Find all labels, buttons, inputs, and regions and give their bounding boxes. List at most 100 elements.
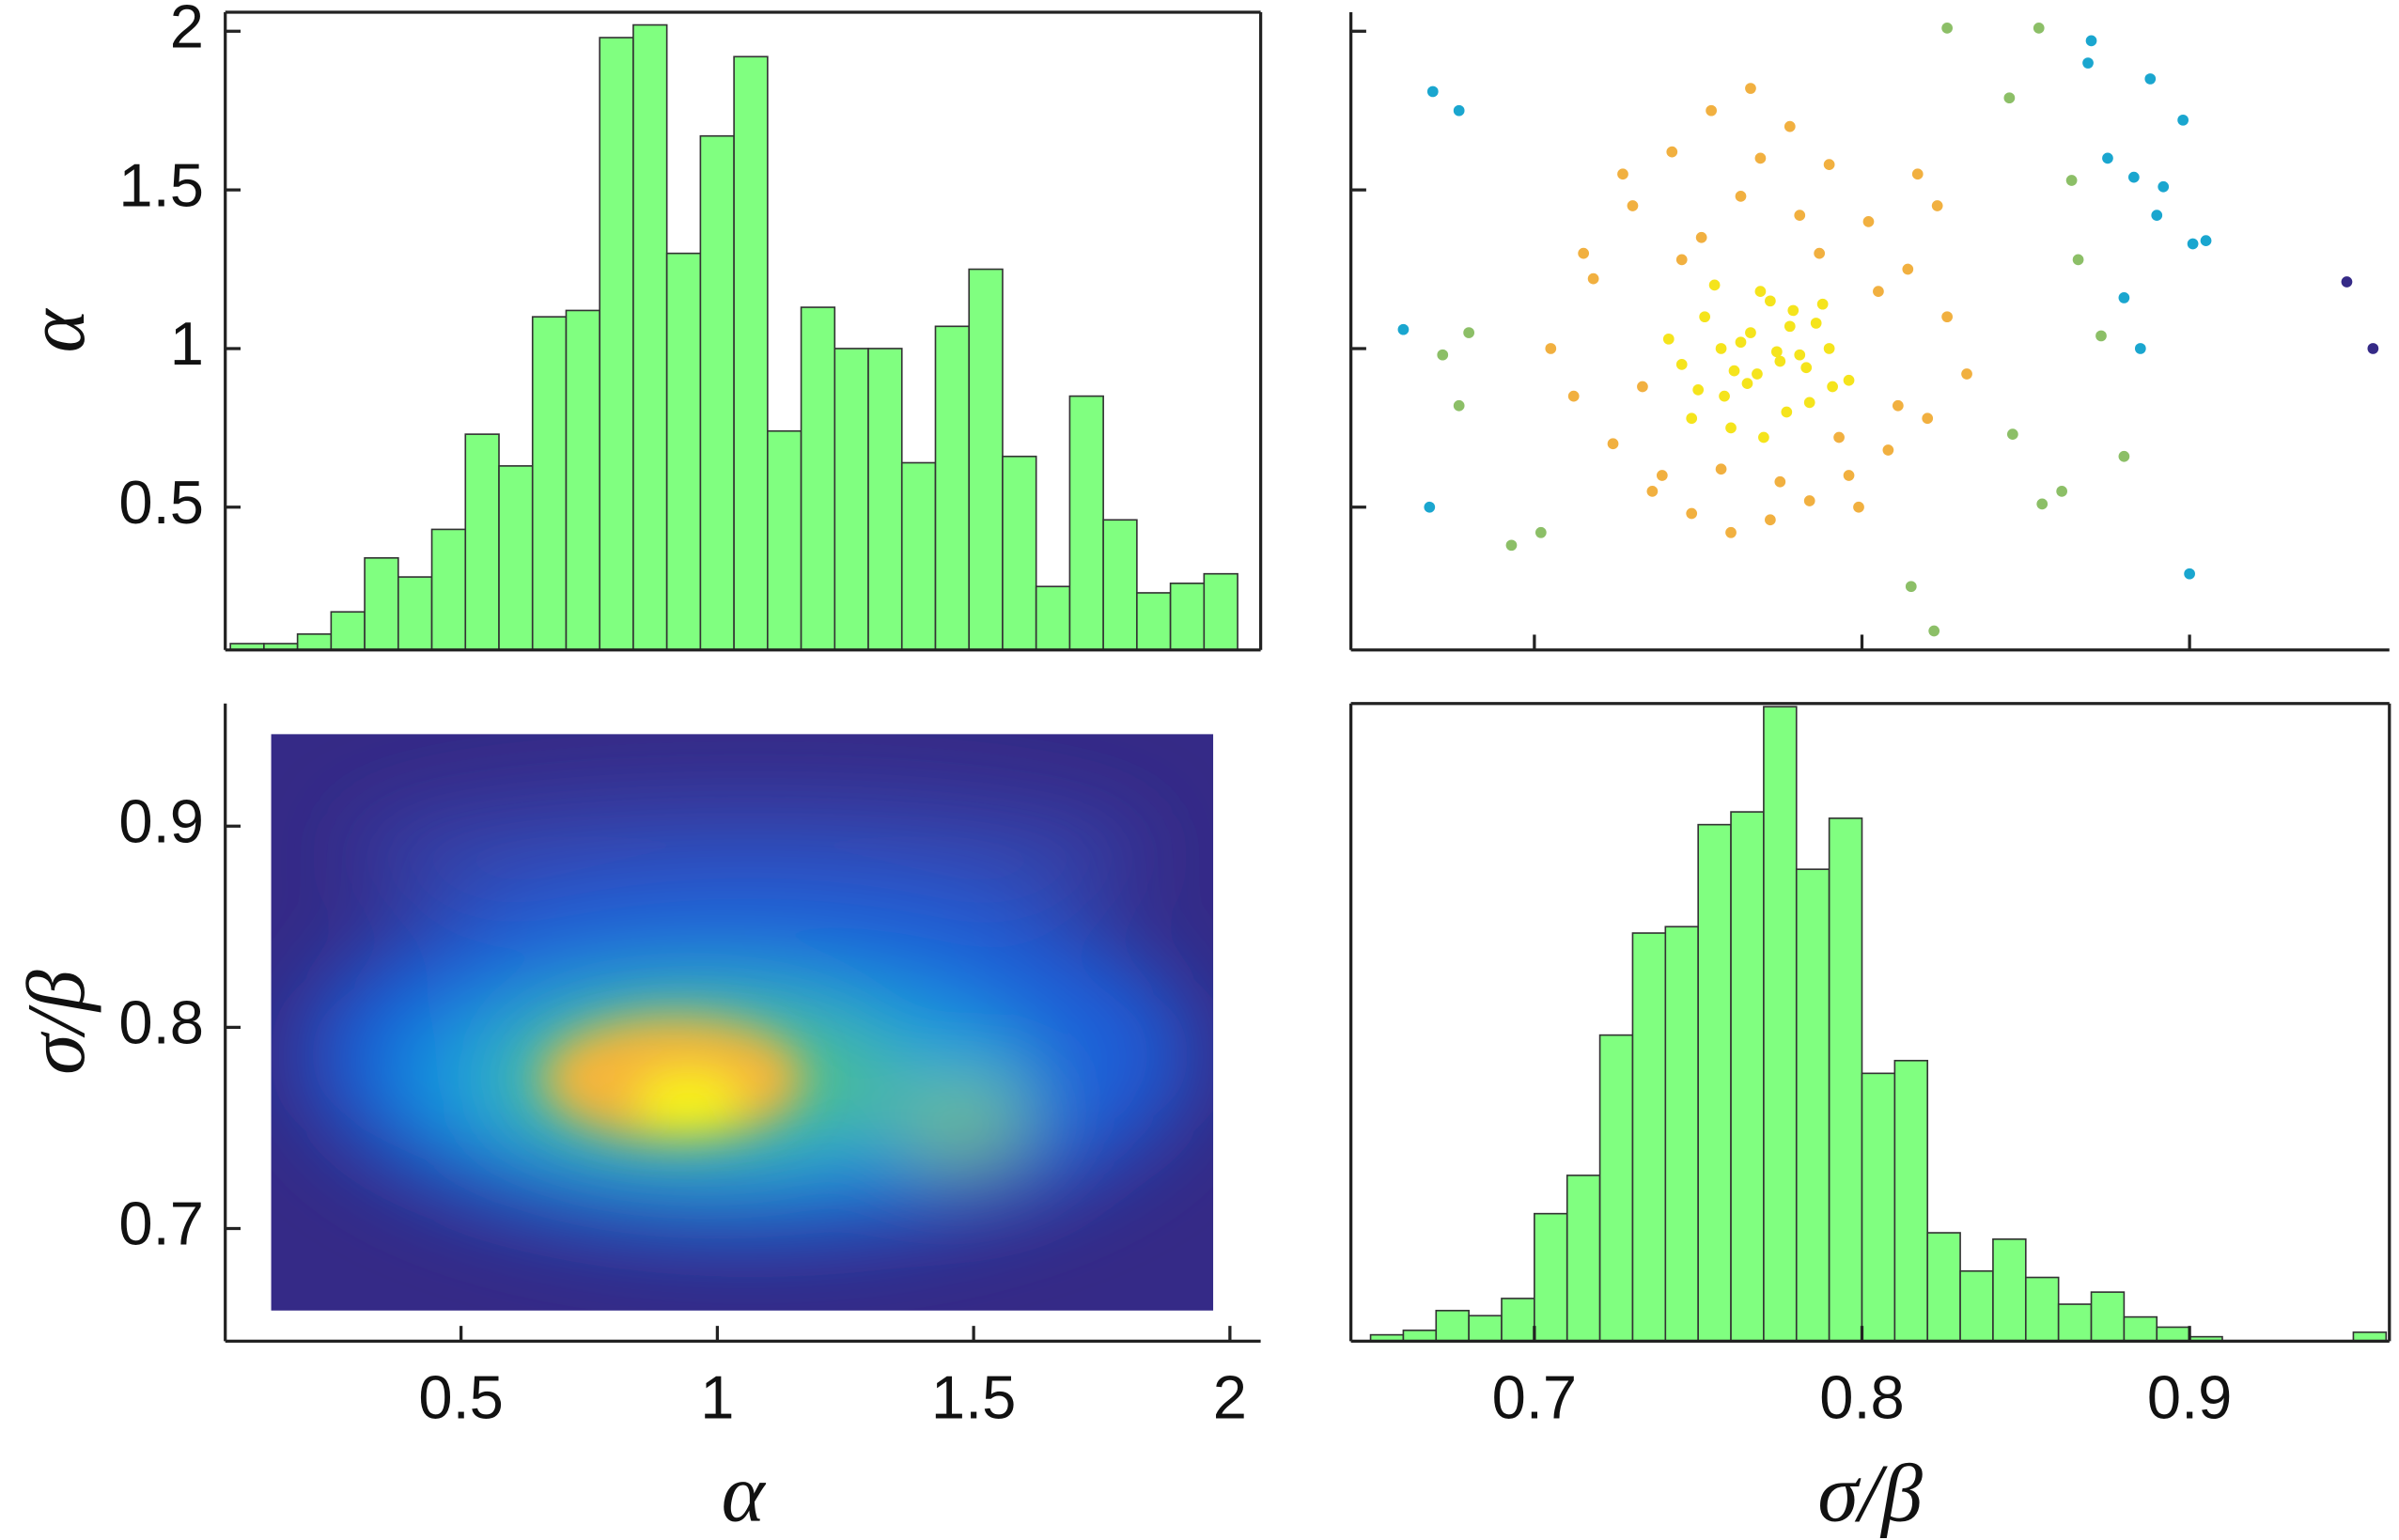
point bbox=[1692, 383, 1705, 396]
point bbox=[1617, 168, 1628, 180]
point bbox=[1627, 200, 1639, 211]
bar bbox=[1068, 395, 1104, 651]
point bbox=[1862, 216, 1875, 227]
point bbox=[2006, 428, 2018, 440]
bar bbox=[330, 611, 366, 651]
point bbox=[1463, 327, 1474, 338]
bar bbox=[934, 325, 971, 651]
y-tick-label: 1 bbox=[170, 309, 204, 378]
point bbox=[1911, 168, 1924, 180]
x-tick-label: 1.5 bbox=[931, 1363, 1016, 1432]
bar bbox=[464, 433, 500, 651]
x-axis-label: σ/β bbox=[1817, 1448, 1923, 1539]
point bbox=[1686, 412, 1698, 425]
point bbox=[1715, 343, 1727, 354]
point bbox=[2036, 498, 2048, 510]
bar bbox=[2024, 1276, 2060, 1343]
bar bbox=[1631, 932, 1667, 1343]
point bbox=[2118, 450, 2130, 462]
bar bbox=[1402, 1330, 1438, 1343]
bar bbox=[1664, 926, 1699, 1343]
point bbox=[1882, 444, 1894, 456]
point bbox=[1941, 311, 1953, 323]
bar bbox=[1598, 1034, 1634, 1343]
point bbox=[1941, 23, 1953, 34]
bar bbox=[1534, 1212, 1568, 1343]
x-tick-label: 0.9 bbox=[2147, 1363, 2233, 1432]
point bbox=[1719, 390, 1730, 402]
x-tick-label: 2 bbox=[1213, 1363, 1247, 1432]
point bbox=[2184, 568, 2195, 580]
point bbox=[1662, 333, 1675, 345]
point bbox=[2367, 343, 2379, 354]
point bbox=[1534, 526, 1547, 538]
bar bbox=[1501, 1298, 1535, 1343]
point bbox=[1816, 298, 1829, 310]
point bbox=[1424, 501, 1436, 513]
point bbox=[1922, 412, 1934, 425]
point bbox=[1675, 358, 1688, 370]
bar bbox=[1959, 1269, 1994, 1343]
bar bbox=[699, 134, 735, 651]
x-tick-label: 0.5 bbox=[418, 1363, 504, 1432]
point bbox=[1765, 514, 1776, 526]
point bbox=[1754, 286, 1767, 298]
point bbox=[1787, 304, 1799, 317]
bar bbox=[1795, 868, 1830, 1343]
point bbox=[2102, 152, 2113, 164]
point bbox=[1931, 200, 1943, 211]
bar bbox=[2156, 1326, 2190, 1343]
y-tick-label: 0.5 bbox=[118, 468, 203, 537]
bar bbox=[1468, 1314, 1503, 1343]
point bbox=[1695, 231, 1707, 243]
x-axis-label: α bbox=[722, 1448, 767, 1539]
bar bbox=[1435, 1310, 1470, 1343]
bar bbox=[1763, 706, 1798, 1343]
bar bbox=[665, 252, 702, 651]
point bbox=[1781, 406, 1793, 418]
point bbox=[1770, 346, 1783, 358]
bar bbox=[1169, 583, 1206, 651]
bar bbox=[1035, 585, 1071, 651]
point bbox=[1853, 501, 1864, 513]
point bbox=[1637, 381, 1648, 393]
point bbox=[1453, 399, 1465, 412]
point bbox=[1758, 431, 1769, 443]
point bbox=[1426, 86, 1439, 98]
point bbox=[2187, 238, 2199, 250]
point bbox=[1545, 343, 1557, 354]
bar bbox=[1203, 572, 1238, 651]
point bbox=[1453, 104, 1465, 117]
point bbox=[2177, 114, 2189, 126]
bar bbox=[2090, 1291, 2126, 1343]
point bbox=[1607, 438, 1619, 450]
point bbox=[1873, 286, 1884, 298]
x-tick-label: 1 bbox=[700, 1363, 734, 1432]
point bbox=[1706, 104, 1717, 117]
point bbox=[1686, 507, 1698, 520]
point bbox=[2085, 35, 2097, 47]
bar bbox=[1002, 455, 1037, 651]
point bbox=[1928, 625, 1940, 637]
point bbox=[1814, 247, 1826, 259]
point bbox=[2033, 23, 2045, 34]
point bbox=[1774, 355, 1786, 367]
bar bbox=[2057, 1303, 2093, 1343]
point bbox=[2072, 254, 2084, 266]
point bbox=[1827, 381, 1838, 393]
point bbox=[2082, 57, 2094, 69]
point bbox=[2118, 292, 2130, 303]
bar bbox=[1893, 1059, 1929, 1343]
bar bbox=[397, 576, 433, 651]
point bbox=[2144, 73, 2157, 85]
point bbox=[1800, 362, 1813, 374]
y-tick-label: 2 bbox=[170, 0, 204, 60]
point bbox=[1505, 539, 1518, 552]
bar bbox=[767, 429, 802, 651]
density-map bbox=[271, 734, 1214, 1311]
bar bbox=[1697, 823, 1732, 1343]
point bbox=[1803, 495, 1815, 506]
point bbox=[1728, 365, 1740, 377]
point bbox=[1794, 349, 1806, 361]
